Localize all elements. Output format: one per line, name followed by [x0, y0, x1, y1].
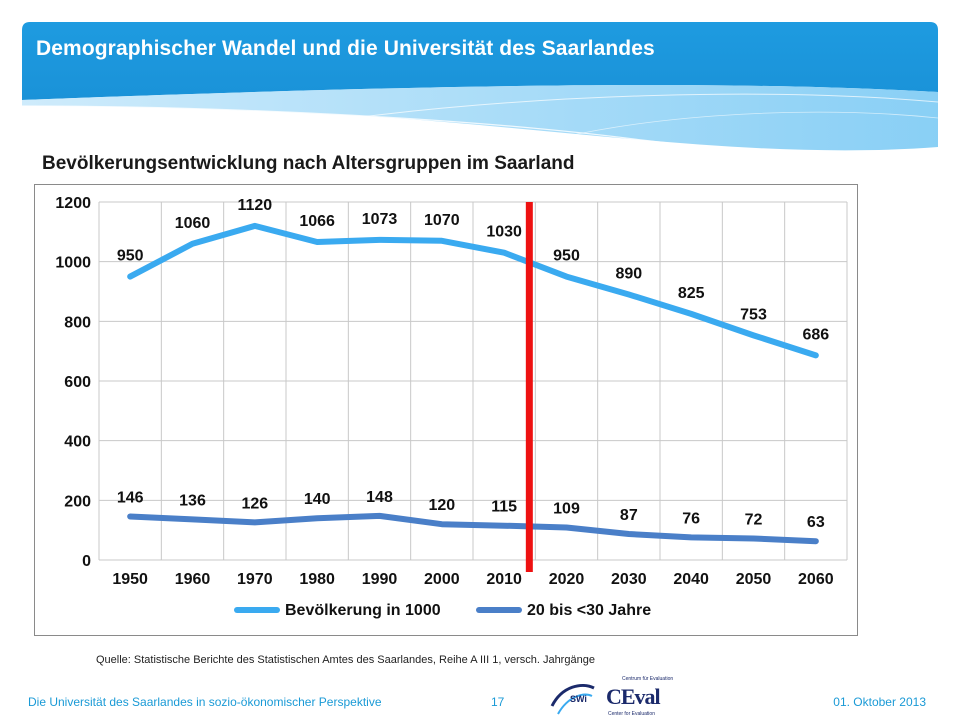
- source-note: Quelle: Statistische Berichte des Statis…: [96, 654, 595, 666]
- x-tick-label: 1980: [299, 571, 335, 588]
- x-tick-label: 2040: [673, 571, 709, 588]
- page-number: 17: [491, 695, 505, 709]
- data-label: 136: [179, 492, 206, 509]
- data-label: 87: [620, 507, 638, 524]
- data-label: 146: [117, 489, 144, 506]
- series-line-1: [127, 222, 819, 359]
- swi-logo: SWi: [548, 676, 598, 720]
- x-tick-label: 2060: [798, 571, 834, 588]
- x-tick-label: 2020: [549, 571, 585, 588]
- data-label: 148: [366, 489, 393, 506]
- series-line-2: [127, 512, 819, 545]
- data-label: 115: [491, 499, 517, 516]
- chart-heading: Bevölkerungsentwicklung nach Altersgrupp…: [42, 153, 575, 174]
- data-label: 1120: [237, 197, 272, 214]
- x-tick-label: 1950: [112, 571, 148, 588]
- data-label: 950: [553, 248, 580, 265]
- ceval-logo-top: Centrum für Evaluation: [622, 676, 674, 682]
- data-label: 120: [428, 497, 455, 514]
- legend-label-2: 20 bis <30 Jahre: [527, 602, 651, 619]
- data-label: 109: [553, 500, 580, 517]
- y-tick-label: 1200: [55, 195, 91, 212]
- data-label: 1073: [362, 211, 398, 228]
- ceval-logo-text: CEval: [606, 684, 661, 709]
- swi-logo-text: SWi: [570, 694, 587, 704]
- slide-title: Demographischer Wandel und die Universit…: [36, 37, 655, 60]
- ceval-logo: Centrum für Evaluation CEval Center for …: [604, 676, 674, 720]
- data-label: 1070: [424, 212, 460, 229]
- data-label: 890: [615, 265, 642, 282]
- y-tick-label: 0: [82, 553, 91, 570]
- line-chart: 0 200 400 600 800 1000 1200 1950 1960 1970 1980 199…: [55, 195, 848, 619]
- header-swoosh: [22, 22, 938, 155]
- data-label: 686: [802, 326, 829, 343]
- data-label: 63: [807, 514, 825, 531]
- y-tick-label: 800: [64, 314, 91, 331]
- data-label: 753: [740, 306, 767, 323]
- data-label: 1060: [175, 215, 211, 232]
- data-label: 126: [241, 495, 268, 512]
- x-tick-label: 1990: [362, 571, 398, 588]
- ceval-logo-bottom: Center for Evaluation: [608, 711, 655, 717]
- data-label: 1030: [486, 224, 522, 241]
- x-tick-label: 1960: [175, 571, 211, 588]
- x-tick-label: 2000: [424, 571, 460, 588]
- x-tick-label: 2010: [486, 571, 522, 588]
- data-label: 76: [682, 510, 700, 527]
- chart-frame: 0 200 400 600 800 1000 1200 1950 1960 1970 1980 199…: [34, 184, 858, 636]
- x-tick-label: 1970: [237, 571, 273, 588]
- y-tick-label: 200: [64, 493, 91, 510]
- data-label: 1066: [299, 213, 335, 230]
- footer-text: Die Universität des Saarlandes in sozio-…: [28, 695, 382, 709]
- footer-date: 01. Oktober 2013: [833, 695, 926, 709]
- x-tick-label: 2050: [736, 571, 772, 588]
- y-tick-label: 400: [64, 434, 91, 451]
- data-label: 72: [745, 512, 763, 529]
- x-tick-label: 2030: [611, 571, 647, 588]
- data-label: 140: [304, 491, 331, 508]
- y-tick-label: 600: [64, 374, 91, 391]
- header-banner: Demographischer Wandel und die Universit…: [22, 22, 938, 162]
- y-tick-label: 1000: [55, 255, 91, 272]
- data-label: 950: [117, 248, 144, 265]
- legend-label-1: Bevölkerung in 1000: [285, 602, 441, 619]
- data-label: 825: [678, 285, 705, 302]
